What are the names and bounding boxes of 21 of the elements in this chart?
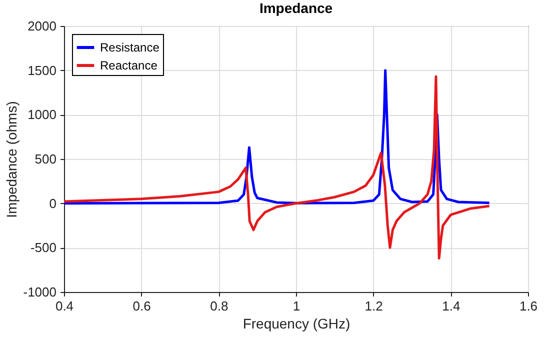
legend-label: Reactance (100, 58, 158, 72)
y-tick-label: 1000 (28, 107, 56, 122)
x-tick-label: 1 (292, 298, 300, 314)
line-series (64, 75, 491, 260)
x-tick-label: 1.2 (364, 298, 383, 314)
y-axis-title: Impedance (ohms) (3, 101, 20, 218)
chart-title: Impedance (259, 0, 333, 16)
x-tick-label: 0.4 (55, 298, 74, 314)
y-tick-label: 1500 (28, 62, 56, 78)
legend-label: Resistance (100, 40, 160, 54)
line-series (64, 69, 491, 205)
x-tick-label: 1.4 (442, 298, 460, 314)
y-tick-label: 0 (49, 196, 56, 211)
x-tick-label: 1.6 (519, 298, 538, 314)
y-tick-label: 500 (34, 152, 56, 166)
y-tick-label: -500 (30, 240, 56, 256)
x-tick-label: 0.6 (132, 298, 151, 314)
y-tick-label: 2000 (28, 18, 56, 34)
y-tick-label: -1000 (23, 284, 56, 300)
x-axis-title: Frequency (GHz) (242, 316, 350, 332)
x-tick-label: 0.8 (210, 298, 228, 314)
